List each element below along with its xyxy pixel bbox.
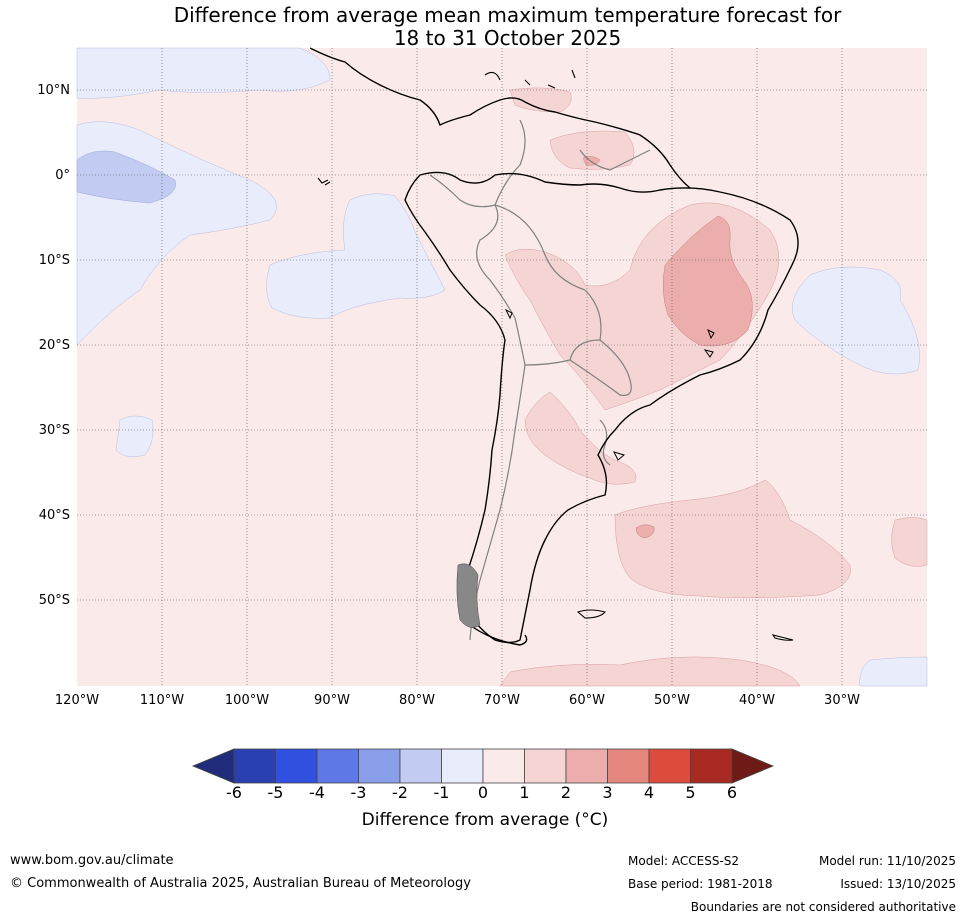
- lon-label-70w: 70°W: [484, 693, 520, 708]
- lakes: [504, 308, 715, 461]
- country-borders: [429, 119, 651, 641]
- hot-anomaly-regions: [582, 156, 753, 539]
- warm-region-argentina: [524, 391, 637, 485]
- colorbar-tick: 2: [560, 783, 572, 802]
- lagoon-uruguay: [613, 451, 626, 461]
- footer-disclaimer: Boundaries are not considered authoritat…: [690, 900, 956, 914]
- border-colombia-ecuador-peru: [429, 174, 516, 319]
- fjord-cluster: [456, 563, 481, 628]
- warm-region-southeast: [891, 517, 928, 567]
- lon-label-50w: 50°W: [654, 693, 690, 708]
- colorbar-swatch-10: [607, 748, 650, 784]
- footer-url[interactable]: www.bom.gov.au/climate: [10, 853, 174, 868]
- hot-region-small-ocean: [635, 524, 655, 539]
- lake-near-rio: [703, 349, 714, 358]
- coastlines: [309, 47, 799, 646]
- cool-region-southeast-corner: [859, 656, 928, 687]
- cool-region-north-pacific: [76, 47, 331, 99]
- border-paraguay: [569, 339, 632, 397]
- cool-region-south-pacific: [115, 415, 154, 457]
- colorbar-swatch-6: [441, 748, 484, 784]
- warm-region-north-brazil: [549, 130, 635, 170]
- lat-label-10n: 10°N: [37, 83, 70, 98]
- lon-label-30w: 30°W: [824, 693, 860, 708]
- lon-label-100w: 100°W: [224, 693, 270, 708]
- colorbar-swatch-3: [316, 748, 359, 784]
- colorbar-tick: -3: [350, 783, 367, 802]
- lat-label-50s: 50°S: [38, 593, 70, 608]
- lon-label-60w: 60°W: [569, 693, 605, 708]
- footer-issued: Issued: 13/10/2025: [840, 877, 956, 891]
- colorbar-tick: -4: [309, 783, 325, 802]
- border-guianas: [579, 149, 651, 171]
- lake-brazil: [707, 328, 715, 340]
- colorbar-tick: 3: [602, 783, 613, 802]
- colorbar-tick: 6: [726, 783, 738, 802]
- coastline-central-america: [309, 47, 691, 189]
- border-colombia-venezuela: [494, 119, 526, 206]
- cool-core-pacific: [76, 150, 176, 204]
- colorbar-swatch-11: [648, 748, 691, 784]
- colorbar-tick: -5: [267, 783, 284, 802]
- border-argentina-uruguay: [599, 419, 611, 466]
- colorbar-swatch-1: [233, 748, 276, 784]
- border-peru-brazil: [494, 204, 586, 291]
- lat-label-0: 0°: [55, 168, 70, 183]
- title-line-2: 18 to 31 October 2025: [393, 26, 622, 50]
- caribbean-islands: [484, 69, 576, 89]
- warm-region-caribbean: [509, 87, 572, 113]
- coastline-tierra-del-fuego: [469, 624, 528, 646]
- lat-label-40s: 40°S: [38, 508, 70, 523]
- colorbar-tick: -6: [226, 783, 242, 802]
- colorbar-swatch-12: [690, 748, 733, 784]
- colorbar-tick: 5: [685, 783, 696, 802]
- title-line-1: Difference from average mean maximum tem…: [173, 3, 842, 27]
- colorbar-swatch-5: [399, 748, 442, 784]
- colorbar-extend-low: [191, 748, 235, 784]
- footer-copyright: © Commonwealth of Australia 2025, Austra…: [10, 876, 471, 891]
- colorbar-label: Difference from average (°C): [361, 810, 609, 830]
- colorbar-tick: -2: [392, 783, 408, 802]
- galapagos-islands: [317, 177, 331, 186]
- lat-label-30s: 30°S: [38, 423, 70, 438]
- footer-model-run: Model run: 11/10/2025: [818, 854, 956, 868]
- south-georgia: [771, 634, 794, 641]
- falkland-islands: [576, 609, 606, 619]
- colorbar-swatch-7: [482, 748, 525, 784]
- lat-label-20s: 20°S: [38, 338, 70, 353]
- lon-label-120w: 120°W: [54, 693, 100, 708]
- footer-base-period: Base period: 1981-2018: [628, 877, 773, 891]
- colorbar: [191, 748, 775, 784]
- lon-label-80w: 80°W: [399, 693, 435, 708]
- lon-label-90w: 90°W: [314, 693, 350, 708]
- map-title: Difference from average mean maximum tem…: [0, 4, 965, 50]
- hot-region-brazil: [662, 215, 753, 347]
- colorbar-extend-high: [731, 748, 775, 784]
- colorbar-tick: -1: [433, 783, 450, 802]
- colorbar-tick: 4: [643, 783, 655, 802]
- colorbar-swatch-2: [275, 748, 318, 784]
- lake-titicaca: [504, 308, 513, 320]
- islands: [317, 69, 794, 641]
- warm-region-far-south: [499, 656, 801, 687]
- cool-region-east-pacific: [266, 193, 446, 319]
- colorbar-swatch-4: [358, 748, 401, 784]
- lon-label-110w: 110°W: [139, 693, 185, 708]
- colorbar-swatch-8: [524, 748, 567, 784]
- cool-region-south-atlantic: [791, 266, 920, 375]
- colorbar-tick: 0: [477, 783, 489, 802]
- warm-region-south-atlantic: [614, 479, 851, 599]
- lon-label-40w: 40°W: [739, 693, 775, 708]
- lat-label-10s: 10°S: [38, 253, 70, 268]
- chile-fjords: [456, 563, 481, 628]
- footer-model: Model: ACCESS-S2: [628, 854, 740, 868]
- colorbar-swatch-9: [565, 748, 608, 784]
- colorbar-tick: 1: [519, 783, 530, 802]
- coastline-south-america: [404, 171, 799, 644]
